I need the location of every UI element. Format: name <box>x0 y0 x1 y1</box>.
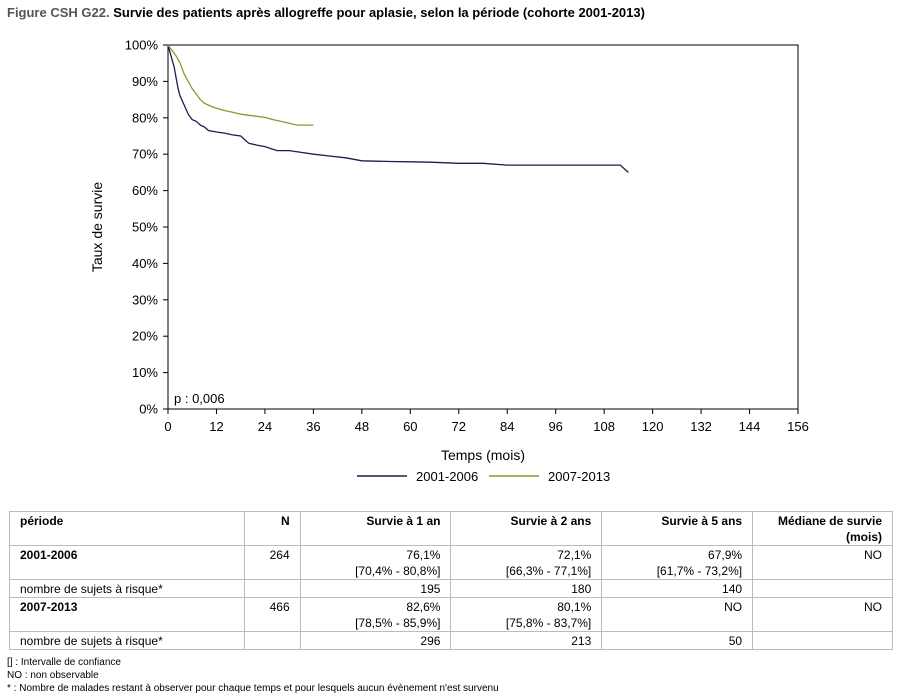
value-survie-1-an: 82,6% <box>406 600 441 614</box>
x-tick-label: 12 <box>209 419 223 434</box>
cell-n: 466 <box>243 597 301 632</box>
footnote-no: NO : non observable <box>7 670 99 681</box>
figure-title: Figure CSH G22. Survie des patients aprè… <box>7 5 645 20</box>
ci-survie-1-an: [70,4% - 80,8%] <box>355 564 441 578</box>
cell-risk-2-ans: 180 <box>450 579 603 598</box>
header-mediane: Médiane de survie (mois) <box>752 511 893 546</box>
header-survie-2-ans: Survie à 2 ans <box>450 511 603 546</box>
y-tick-label: 20% <box>132 329 158 344</box>
cell-risk-label: nombre de sujets à risque* <box>9 579 245 598</box>
cell-risk-5-ans: 140 <box>601 579 754 598</box>
cell-risk-1-an: 195 <box>299 579 452 598</box>
table-row-at-risk: nombre de sujets à risque* 296 213 50 <box>9 631 893 650</box>
x-tick-label: 96 <box>548 419 562 434</box>
ci-survie-1-an: [78,5% - 85,9%] <box>355 616 441 630</box>
y-axis-label: Taux de survie <box>89 182 105 272</box>
cell-risk-5-ans: 50 <box>601 631 754 650</box>
cell-survie-1-an: 76,1% [70,4% - 80,8%] <box>299 545 452 580</box>
value-survie-1-an: 76,1% <box>406 548 441 562</box>
y-tick-label: 90% <box>132 74 158 89</box>
cell-mediane: NO <box>752 545 893 580</box>
x-tick-label: 84 <box>500 419 514 434</box>
footnote-ci: [] : Intervalle de confiance <box>7 657 121 668</box>
cell-survie-2-ans: 80,1% [75,8% - 83,7%] <box>450 597 603 632</box>
x-tick-label: 120 <box>642 419 664 434</box>
x-tick-label: 36 <box>306 419 320 434</box>
header-survie-5-ans: Survie à 5 ans <box>601 511 754 546</box>
x-tick-label: 144 <box>739 419 761 434</box>
table-row-at-risk: nombre de sujets à risque* 195 180 140 <box>9 579 893 598</box>
x-tick-label: 132 <box>690 419 712 434</box>
x-axis-label: Temps (mois) <box>441 447 525 463</box>
survival-table: période N Survie à 1 an Survie à 2 ans S… <box>9 511 893 650</box>
cell-periode: 2007-2013 <box>9 597 245 632</box>
cell-periode: 2001-2006 <box>9 545 245 580</box>
x-tick-label: 48 <box>355 419 369 434</box>
cell-survie-1-an: 82,6% [78,5% - 85,9%] <box>299 597 452 632</box>
header-survie-1-an: Survie à 1 an <box>299 511 452 546</box>
legend-label-2007-2013: 2007-2013 <box>548 469 610 484</box>
cell-risk-label: nombre de sujets à risque* <box>9 631 245 650</box>
cell-survie-5-ans: NO <box>601 597 754 632</box>
x-tick-label: 24 <box>258 419 272 434</box>
plot-frame <box>167 44 799 410</box>
p-value-annotation: p : 0,006 <box>174 391 225 406</box>
x-tick-label: 156 <box>787 419 809 434</box>
ci-survie-5-ans: [61,7% - 73,2%] <box>656 564 743 578</box>
y-tick-label: 100% <box>125 38 159 53</box>
header-n: N <box>243 511 301 546</box>
y-tick-label: 60% <box>132 183 158 198</box>
footnotes: [] : Intervalle de confiance NO : non ob… <box>7 656 499 695</box>
x-tick-label: 72 <box>452 419 466 434</box>
figure-label: Figure CSH G22. <box>7 5 110 20</box>
y-tick-label: 70% <box>132 147 158 162</box>
value-survie-2-ans: 80,1% <box>557 600 592 614</box>
y-tick-label: 80% <box>132 110 158 125</box>
cell-survie-2-ans: 72,1% [66,3% - 77,1%] <box>450 545 603 580</box>
figure-title-text: Survie des patients après allogreffe pou… <box>113 5 645 20</box>
survival-chart: 0% 10% 20% 30% 40% 50% 60% 70% 80% 90% 100% 0 12 24 36… <box>89 38 809 485</box>
legend-label-2001-2006: 2001-2006 <box>416 469 478 484</box>
y-tick-label: 30% <box>132 292 158 307</box>
cell-empty <box>752 579 893 598</box>
table-row: 2001-2006 264 76,1% [70,4% - 80,8%] 72,1%… <box>9 545 893 580</box>
value-survie-2-ans: 72,1% <box>557 548 592 562</box>
cell-empty <box>243 631 301 650</box>
y-tick-label: 50% <box>132 220 158 235</box>
table-row: 2007-2013 466 82,6% [78,5% - 85,9%] 80,1%… <box>9 597 893 632</box>
table-header-row: période N Survie à 1 an Survie à 2 ans S… <box>9 511 893 546</box>
y-tick-label: 10% <box>132 365 158 380</box>
cell-risk-2-ans: 213 <box>450 631 603 650</box>
ci-survie-2-ans: [66,3% - 77,1%] <box>505 564 592 578</box>
series-line-2007-2013 <box>167 44 314 126</box>
cell-mediane: NO <box>752 597 893 632</box>
value-survie-5-ans: 67,9% <box>708 548 743 562</box>
y-tick-label: 0% <box>139 402 158 417</box>
value-survie-5-ans: NO <box>724 600 743 614</box>
cell-n: 264 <box>243 545 301 580</box>
y-tick-label: 40% <box>132 256 158 271</box>
cell-risk-1-an: 296 <box>299 631 452 650</box>
series-line-2001-2006 <box>167 44 629 173</box>
header-periode: période <box>9 511 245 546</box>
footnote-risk: * : Nombre de malades restant à observer… <box>7 683 499 694</box>
x-tick-label: 0 <box>164 419 171 434</box>
x-tick-label: 108 <box>593 419 615 434</box>
x-tick-label: 60 <box>403 419 417 434</box>
cell-empty <box>752 631 893 650</box>
cell-empty <box>243 579 301 598</box>
cell-survie-5-ans: 67,9% [61,7% - 73,2%] <box>601 545 754 580</box>
ci-survie-2-ans: [75,8% - 83,7%] <box>505 616 592 630</box>
